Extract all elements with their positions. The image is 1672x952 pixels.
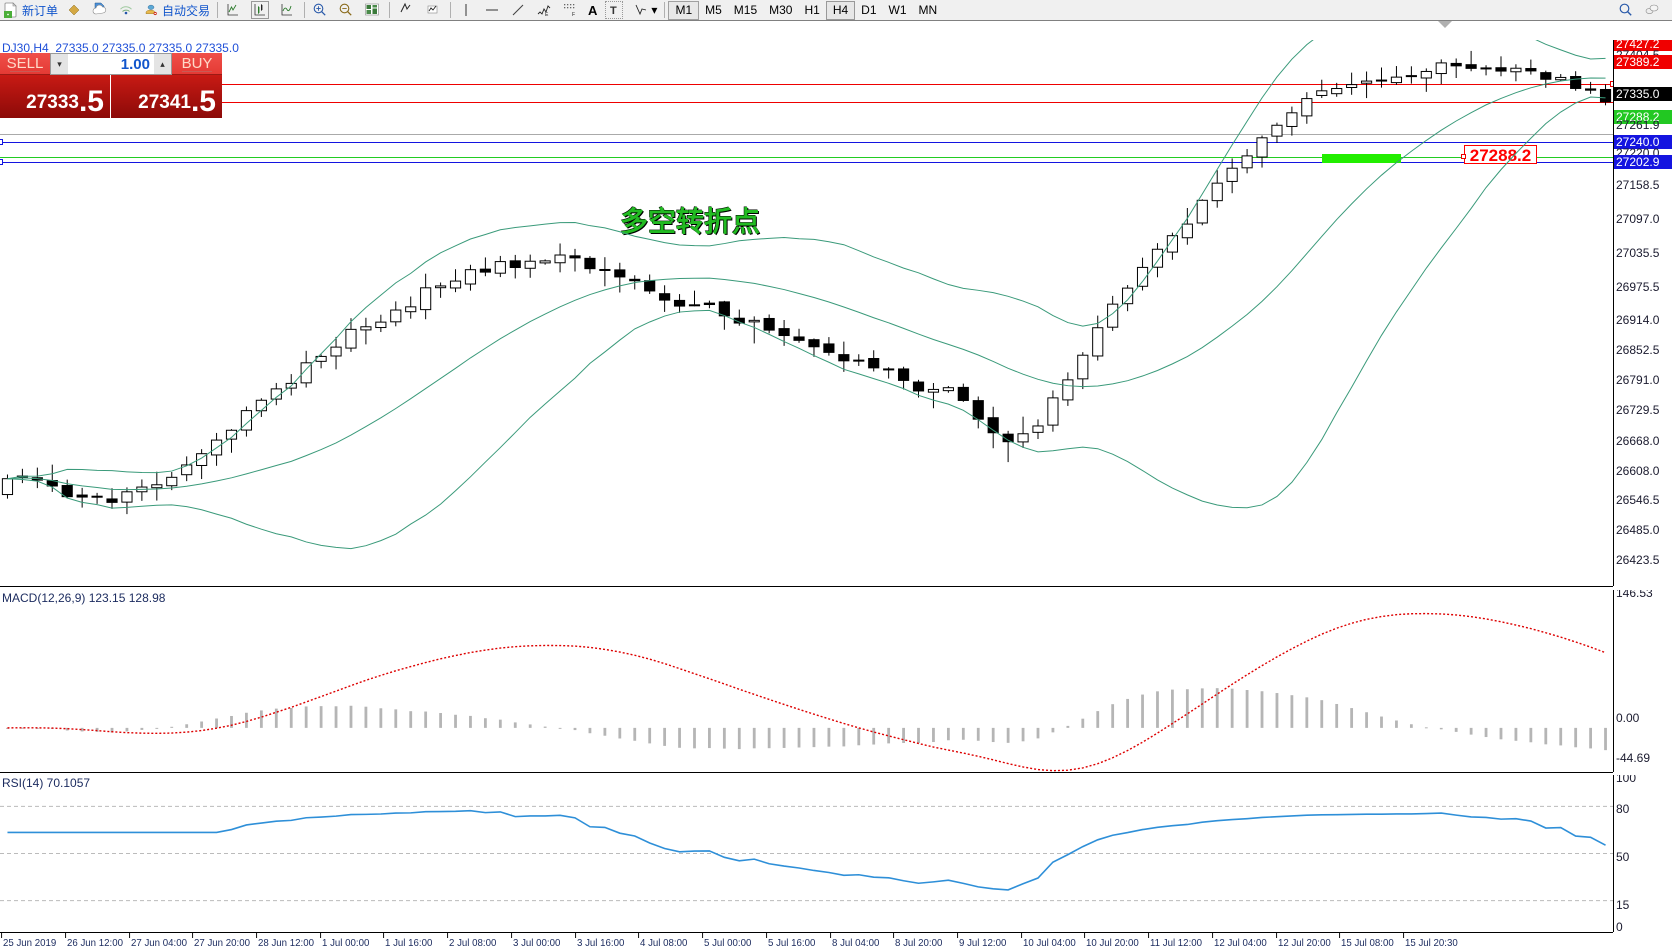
svg-text:T: T [610, 5, 617, 17]
svg-text:F: F [572, 12, 575, 18]
svg-text:E: E [545, 12, 549, 18]
